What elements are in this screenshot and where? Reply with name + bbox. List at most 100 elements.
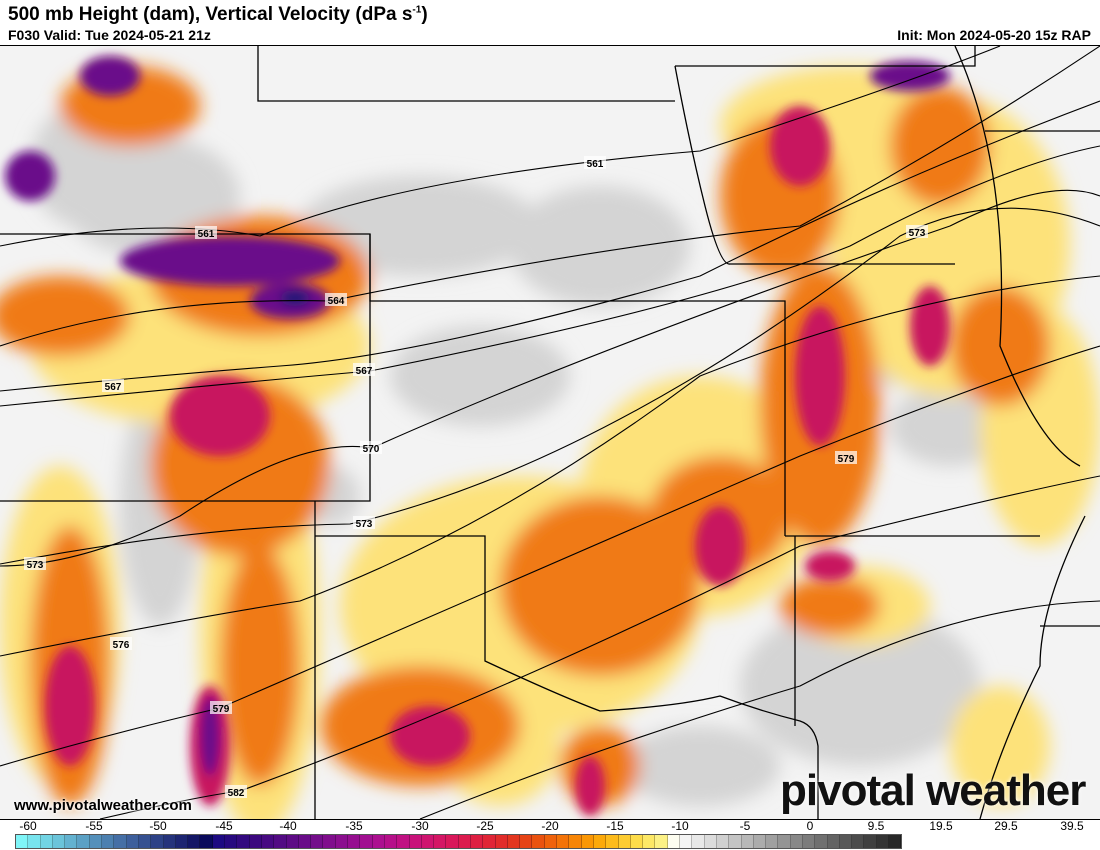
state-border	[315, 535, 819, 819]
colorbar-tick-label: -60	[19, 819, 37, 833]
state-border	[257, 46, 675, 102]
contour-label-bg	[325, 293, 347, 306]
colorbar-cell	[397, 835, 410, 848]
strong-ascent-area	[910, 286, 950, 366]
descent-area	[300, 176, 540, 276]
colorbar-cell	[212, 835, 226, 848]
colorbar-cell	[557, 835, 570, 848]
colorbar-cell	[138, 835, 152, 848]
ascent-area	[950, 686, 1050, 806]
pivotal-weather-logo: pivotal weather	[780, 766, 1086, 815]
strong-ascent-area	[805, 551, 855, 581]
colorbar-cell	[852, 835, 865, 848]
contour-label: 573	[356, 519, 373, 530]
colorbar-tick-label: -30	[411, 819, 429, 833]
colorbar-cell	[360, 835, 373, 848]
colorbar-cell	[692, 835, 705, 848]
colorbar-cell	[593, 835, 607, 848]
colorbar-cell	[532, 835, 545, 848]
contour-label: 564	[328, 296, 345, 307]
colorbar-cell	[618, 835, 631, 848]
contour-label-bg	[353, 363, 375, 376]
init-time: Init: Mon 2024-05-20 15z RAP	[897, 27, 1091, 43]
colorbar-cell	[507, 835, 521, 848]
weather-map[interactable]: 561 561 564 567 567 570 573 573 573 576 579 579 582	[0, 45, 1100, 820]
colorbar-cell	[704, 835, 717, 848]
state-border	[674, 65, 955, 265]
contour-label-bg	[195, 226, 217, 239]
colorbar-cell	[52, 835, 66, 848]
height-contour	[0, 46, 1001, 247]
colorbar-cell	[716, 835, 730, 848]
colorbar-tick-label: -20	[541, 819, 559, 833]
colorbar-cell	[483, 835, 496, 848]
height-contour	[419, 600, 1100, 819]
colorbar-cell	[237, 835, 250, 848]
colorbar-cell	[667, 835, 681, 848]
contour-label: 567	[105, 382, 122, 393]
colorbar-cell	[28, 835, 41, 848]
contour-label: 573	[27, 560, 44, 571]
height-contour	[0, 46, 1100, 347]
contour-label-bg	[24, 557, 46, 570]
colorbar-cell	[606, 835, 619, 848]
contour-label-bg	[102, 379, 124, 392]
height-contour	[0, 275, 1100, 657]
contour-label-bg	[210, 701, 232, 714]
colorbar-cell	[384, 835, 398, 848]
colorbar-cell	[89, 835, 103, 848]
colorbar-cell	[188, 835, 201, 848]
colorbar-cell	[458, 835, 471, 848]
ascent-area	[220, 546, 300, 786]
contour-label: 573	[909, 228, 926, 239]
colorbar-tick-label: -10	[671, 819, 689, 833]
colorbar-cell	[495, 835, 508, 848]
contour-label-bg	[906, 225, 928, 238]
contour-label: 567	[356, 366, 373, 377]
colorbar-cell	[335, 835, 349, 848]
contour-label: 561	[198, 229, 215, 240]
contour-label-bg	[584, 156, 606, 169]
colorbar-cell	[151, 835, 164, 848]
colorbar-cell	[778, 835, 791, 848]
descent-area	[620, 726, 780, 806]
colorbar-tick-label: 0	[806, 819, 814, 833]
colorbar-cell	[77, 835, 90, 848]
strong-ascent-area	[120, 236, 340, 286]
ascent-area	[890, 86, 990, 206]
colorbar-cell	[815, 835, 828, 848]
colorbar-cell	[655, 835, 668, 848]
colorbar-cell	[839, 835, 853, 848]
colorbar-cell	[409, 835, 422, 848]
colorbar-cell	[200, 835, 213, 848]
contour-label: 561	[587, 159, 604, 170]
colorbar-cell	[102, 835, 115, 848]
colorbar	[15, 834, 903, 849]
colorbar-tick-label: -25	[476, 819, 494, 833]
strong-ascent-area	[575, 756, 605, 816]
colorbar-cell	[753, 835, 767, 848]
colorbar-cell	[421, 835, 435, 848]
colorbar-cell	[446, 835, 459, 848]
contour-label: 582	[228, 788, 245, 799]
contour-label-bg	[225, 785, 247, 798]
strong-ascent-area	[695, 506, 745, 586]
descent-area	[390, 326, 570, 426]
height-contour	[0, 145, 1100, 407]
state-border	[0, 234, 371, 502]
height-contour	[99, 475, 1100, 819]
colorbar-cell	[520, 835, 533, 848]
colorbar-cell	[249, 835, 262, 848]
colorbar-cell	[323, 835, 336, 848]
contour-label: 579	[213, 704, 230, 715]
descent-area	[890, 386, 1010, 466]
colorbar-tick-label: -45	[215, 819, 233, 833]
colorbar-cell	[790, 835, 803, 848]
colorbar-cell	[864, 835, 877, 848]
colorbar-cell	[643, 835, 656, 848]
colorbar-cell	[126, 835, 139, 848]
colorbar-cell	[311, 835, 324, 848]
colorbar-cell	[163, 835, 176, 848]
colorbar-cell	[581, 835, 594, 848]
colorbar-cell	[114, 835, 127, 848]
